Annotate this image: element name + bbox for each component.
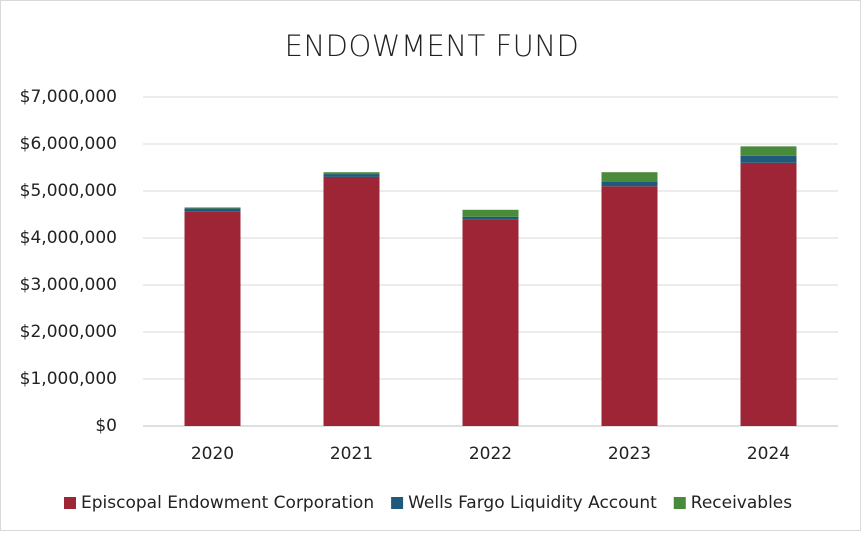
- y-tick-label: $2,000,000: [20, 322, 117, 342]
- bar-segment: [601, 186, 658, 426]
- y-tick-label: $3,000,000: [20, 275, 117, 295]
- legend-swatch: [673, 497, 686, 509]
- bar-segment: [462, 209, 519, 217]
- y-tick-label: $5,000,000: [20, 181, 117, 201]
- x-tick-label: 2021: [330, 444, 373, 464]
- y-tick-label: $4,000,000: [20, 228, 117, 248]
- x-tick-label: 2024: [747, 444, 790, 464]
- bar-segment: [184, 211, 241, 426]
- y-tick-label: $1,000,000: [20, 369, 117, 389]
- bar-segment: [323, 172, 380, 175]
- legend-label: Receivables: [691, 493, 792, 513]
- bar-segment: [184, 207, 241, 209]
- legend-label: Episcopal Endowment Corporation: [81, 493, 374, 513]
- bar-segment: [740, 155, 797, 163]
- x-tick-label: 2023: [608, 444, 651, 464]
- bar-segment: [740, 162, 797, 427]
- legend-swatch: [391, 497, 404, 509]
- bar-segment: [601, 181, 658, 187]
- bar-segment: [323, 174, 380, 177]
- bar-segment: [462, 219, 519, 426]
- bar-segment: [462, 216, 519, 220]
- bar-segment: [740, 146, 797, 156]
- y-tick-label: $7,000,000: [20, 87, 117, 107]
- x-tick-label: 2020: [191, 444, 234, 464]
- legend-swatch: [64, 497, 76, 509]
- y-tick-label: $6,000,000: [20, 134, 117, 154]
- y-tick-label: $0: [95, 416, 117, 436]
- bar-segment: [601, 172, 658, 182]
- legend-label: Wells Fargo Liquidity Account: [408, 493, 657, 513]
- x-tick-label: 2022: [469, 444, 512, 464]
- bar-segment: [184, 208, 241, 212]
- chart-title: ENDOWMENT FUND: [285, 29, 580, 63]
- bar-segment: [323, 176, 380, 426]
